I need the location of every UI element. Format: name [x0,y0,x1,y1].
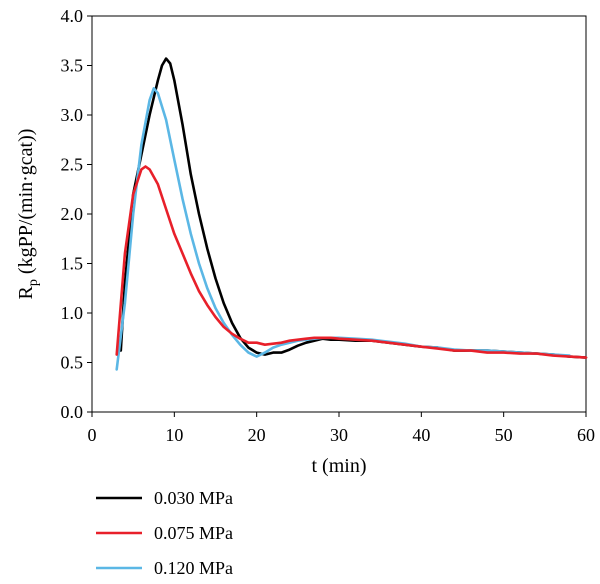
series-layer [115,57,588,371]
y-tick-label: 2.0 [61,204,84,224]
y-tick-label: 4.0 [61,6,84,26]
x-tick-label: 40 [412,425,430,445]
y-axis-label-unit: (kgPP/(min·gcat)) [15,129,37,280]
y-tick-label: 3.5 [61,56,84,76]
x-tick-label: 10 [165,425,183,445]
y-tick-label: 1.0 [61,303,84,323]
x-tick-label: 60 [577,425,595,445]
y-axis-label-subscript: p [26,279,41,286]
series-line [115,165,588,359]
y-tick-label: 1.5 [61,254,84,274]
y-axis-ticks: 0.0 0.5 1.0 1.5 2.0 2.5 3.0 3.5 4.0 [61,6,92,422]
legend-label: 0.075 MPa [154,523,233,543]
series-line [119,57,588,359]
x-axis-ticks: 0 10 20 30 40 50 60 [88,412,595,445]
y-axis-label: Rp (kgPP/(min·gcat)) [15,129,41,300]
y-tick-label: 0.5 [61,353,84,373]
legend: 0.030 MPa 0.075 MPa 0.120 MPa [96,488,233,578]
legend-label: 0.030 MPa [154,488,233,508]
x-tick-label: 0 [88,425,97,445]
x-tick-label: 50 [495,425,513,445]
y-tick-label: 2.5 [61,155,84,175]
x-axis-label: t (min) [312,455,367,477]
y-tick-label: 3.0 [61,105,84,125]
x-tick-label: 20 [248,425,266,445]
y-tick-label: 0.0 [61,402,84,422]
y-axis-label-main: R [15,285,37,299]
legend-label: 0.120 MPa [154,558,233,578]
x-tick-label: 30 [330,425,348,445]
